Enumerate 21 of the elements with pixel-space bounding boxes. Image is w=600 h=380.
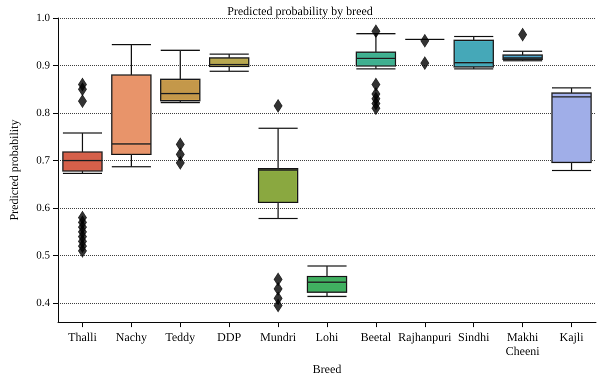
x-axis-title: Breed: [312, 362, 342, 376]
x-tick-label: Teddy: [165, 330, 196, 344]
x-tick-label: Makhi Cheeni: [506, 330, 540, 358]
x-tick-label: Mundri: [260, 330, 297, 344]
x-tick-label: Rajhanpuri: [398, 330, 452, 344]
x-tick-label: Kajli: [560, 330, 584, 344]
y-tick-label: 0.7: [36, 154, 50, 167]
x-tick-label: Beetal: [360, 330, 392, 344]
x-tick-label: Lohi: [316, 330, 339, 344]
x-tick-label: Nachy: [116, 330, 148, 344]
chart-title: Predicted probability by breed: [227, 4, 373, 18]
x-tick-label: DDP: [217, 330, 242, 344]
y-tick-label: 0.8: [36, 107, 50, 120]
y-tick-label: 0.6: [36, 202, 50, 214]
y-tick-label: 1.0: [36, 12, 50, 24]
x-tick-label: Sindhi: [458, 330, 490, 344]
x-tick-label: Thalli: [68, 330, 98, 344]
y-axis-title: Predicted probability: [7, 120, 21, 221]
y-tick-label: 0.4: [36, 297, 50, 310]
y-tick-label: 0.9: [36, 60, 50, 72]
y-tick-label: 0.5: [36, 250, 50, 262]
